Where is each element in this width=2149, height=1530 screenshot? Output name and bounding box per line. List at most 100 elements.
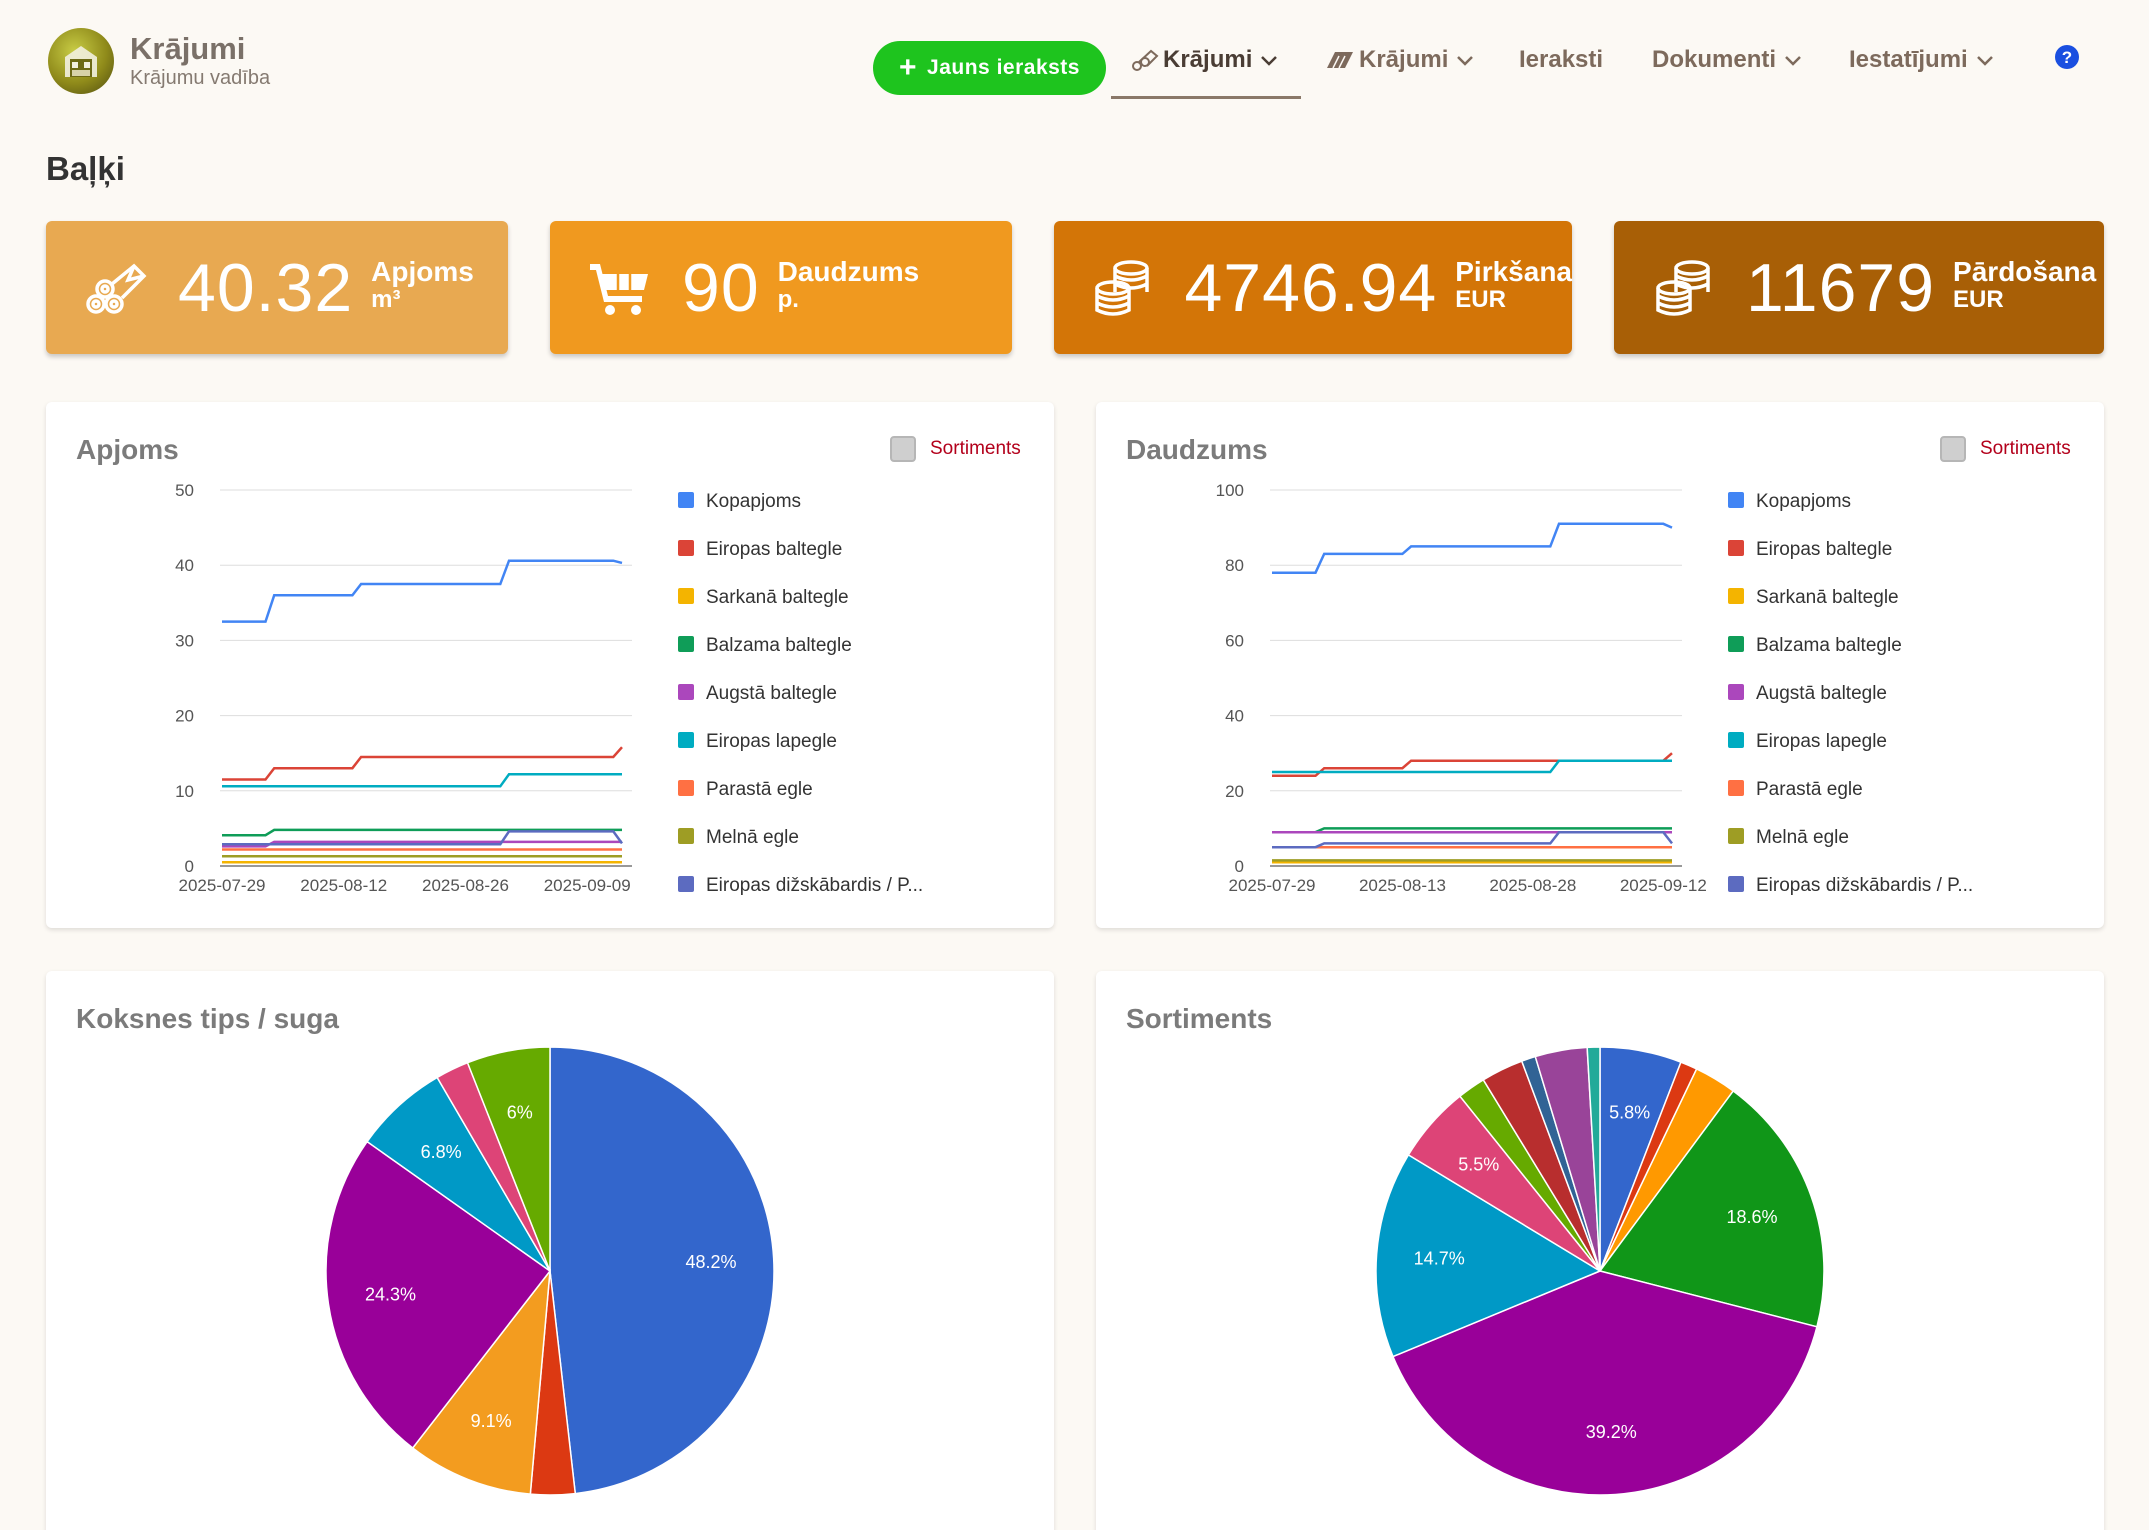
nav-menu-planks[interactable]: Krājumi xyxy=(1325,28,1474,92)
assortment-toggle-label: Sortiments xyxy=(930,438,1021,459)
pie-slice xyxy=(1586,1046,1601,1272)
legend-swatch xyxy=(678,492,694,508)
svg-text:?: ? xyxy=(2062,48,2072,67)
legend-swatch xyxy=(1728,636,1744,652)
stat-sales-value: 11679 xyxy=(1746,249,1936,326)
x-tick-label: 2025-09-09 xyxy=(544,876,631,895)
nav-menu-settings[interactable]: Iestatījumi xyxy=(1849,28,1994,92)
pie-slice-label: 9.1% xyxy=(471,1411,512,1431)
legend-swatch xyxy=(678,684,694,700)
stat-purchase-label: Pirkšana xyxy=(1455,255,1572,287)
pie-slice xyxy=(1391,1270,1818,1496)
legend-label: Balzama baltegle xyxy=(1756,635,1902,656)
legend-label: Sarkanā baltegle xyxy=(1756,587,1899,608)
coins-icon xyxy=(1084,258,1162,318)
pie-slice-label: 5.8% xyxy=(1609,1103,1650,1123)
pie-slice xyxy=(1598,1089,1825,1328)
x-tick-label: 2025-09-12 xyxy=(1620,876,1707,895)
y-tick-label: 20 xyxy=(175,707,194,726)
nav-menu-logs[interactable]: Krājumi xyxy=(1131,28,1278,92)
y-tick-label: 80 xyxy=(1225,556,1244,575)
y-tick-label: 40 xyxy=(175,556,194,575)
new-entry-button[interactable]: + Jauns ieraksts xyxy=(873,41,1106,95)
cart-icon xyxy=(580,258,660,318)
y-tick-label: 40 xyxy=(1225,707,1244,726)
legend-label: Eiropas dižskābardis / P... xyxy=(706,875,923,896)
app-title: Krājumi xyxy=(130,31,246,66)
legend-swatch xyxy=(1728,492,1744,508)
logo-icon xyxy=(48,28,114,94)
legend-label: Parastā egle xyxy=(1756,779,1863,800)
pie-slice-label: 18.6% xyxy=(1726,1207,1777,1227)
x-tick-label: 2025-08-28 xyxy=(1489,876,1576,895)
legend-swatch xyxy=(678,636,694,652)
nav-menu-logs-label: Krājumi xyxy=(1163,46,1253,73)
page-title: Baļķi xyxy=(46,150,125,187)
top-nav: + Jauns ieraksts xyxy=(873,36,1106,100)
volume-chart-title: Apjoms xyxy=(76,434,179,465)
legend-label: Balzama baltegle xyxy=(706,635,852,656)
y-tick-label: 0 xyxy=(185,857,194,876)
x-tick-label: 2025-07-29 xyxy=(179,876,266,895)
nav-menu-documents[interactable]: Dokumenti xyxy=(1652,28,1802,92)
app-subtitle: Krājumu vadība xyxy=(130,67,271,89)
legend-label: Eiropas baltegle xyxy=(1756,539,1892,560)
y-tick-label: 100 xyxy=(1216,481,1244,500)
volume-line-chart: 0 10 20 30 40 50 2025-07-29 2025-08-12 2025-08-2… xyxy=(175,481,923,896)
legend-swatch xyxy=(1728,588,1744,604)
stat-quantity-unit: p. xyxy=(777,285,799,313)
series-line xyxy=(1272,759,1672,774)
legend-label: Eiropas dižskābardis / P... xyxy=(1756,875,1973,896)
series-line xyxy=(222,830,624,846)
stat-card-sales: 11679 Pārdošana EUR xyxy=(1614,221,2104,354)
legend-label: Parastā egle xyxy=(706,779,813,800)
logs-icon xyxy=(1131,48,1159,72)
plus-icon: + xyxy=(899,51,918,84)
chevron-down-icon xyxy=(1260,46,1278,74)
pie-slice-label: 24.3% xyxy=(365,1285,416,1305)
legend-swatch xyxy=(678,540,694,556)
nav-entries[interactable]: Ieraksti xyxy=(1519,28,1603,92)
stat-quantity-label: Daudzums xyxy=(777,255,920,287)
wood-type-chart-title: Koksnes tips / suga xyxy=(76,1003,339,1034)
series-line xyxy=(1272,830,1673,849)
stat-purchase-value: 4746.94 xyxy=(1184,249,1438,326)
help-icon[interactable]: ? xyxy=(2054,44,2080,75)
y-tick-label: 10 xyxy=(175,782,194,801)
legend-label: Melnā egle xyxy=(706,827,799,848)
assortment-toggle[interactable]: Sortiments xyxy=(1940,436,2071,462)
y-tick-label: 30 xyxy=(175,631,194,650)
x-tick-label: 2025-08-13 xyxy=(1359,876,1446,895)
quantity-chart-panel: 0 20 40 60 80 100 2025-07-29 2025-08-13 2025-08-… xyxy=(1096,402,2104,928)
wood-type-chart-panel: 48.2% 9.1% 24.3% 6.8% 6% Koksnes tips / suga xyxy=(46,971,1054,1530)
logs-icon xyxy=(76,258,156,318)
y-tick-label: 0 xyxy=(1235,857,1244,876)
checkbox[interactable] xyxy=(1940,436,1966,462)
stat-sales-label: Pārdošana xyxy=(1953,255,2097,287)
planks-icon xyxy=(1325,48,1355,72)
assortment-chart-title: Sortiments xyxy=(1126,1003,1273,1034)
pie-slice-label: 48.2% xyxy=(685,1252,736,1272)
pie-slice-label: 6% xyxy=(507,1103,533,1123)
active-tab-indicator xyxy=(1111,96,1301,99)
series-line xyxy=(1272,522,1673,574)
stat-purchase-unit: EUR xyxy=(1455,285,1506,313)
checkbox[interactable] xyxy=(890,436,916,462)
nav-documents-label: Dokumenti xyxy=(1652,46,1777,73)
new-entry-label: Jauns ieraksts xyxy=(927,56,1080,79)
chevron-down-icon xyxy=(1976,46,1994,74)
x-tick-label: 2025-08-26 xyxy=(422,876,509,895)
assortment-toggle[interactable]: Sortiments xyxy=(890,436,1021,462)
stat-sales-unit: EUR xyxy=(1953,285,2004,313)
stat-card-purchase: 4746.94 Pirkšana EUR xyxy=(1054,221,1572,354)
legend-label: Eiropas baltegle xyxy=(706,539,842,560)
pie-slice xyxy=(325,1140,552,1450)
series-line xyxy=(1272,827,1672,834)
legend-swatch xyxy=(1728,684,1744,700)
pie-slice-label: 39.2% xyxy=(1586,1422,1637,1442)
pie-slice-label: 6.8% xyxy=(421,1142,462,1162)
brand[interactable]: Krājumi Krājumu vadība xyxy=(48,28,270,94)
nav-entries-label: Ieraksti xyxy=(1519,46,1604,73)
legend-swatch xyxy=(678,828,694,844)
legend-swatch xyxy=(1728,876,1744,892)
